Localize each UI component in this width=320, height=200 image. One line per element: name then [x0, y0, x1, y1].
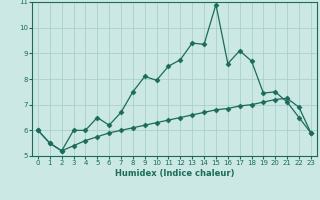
X-axis label: Humidex (Indice chaleur): Humidex (Indice chaleur) — [115, 169, 234, 178]
